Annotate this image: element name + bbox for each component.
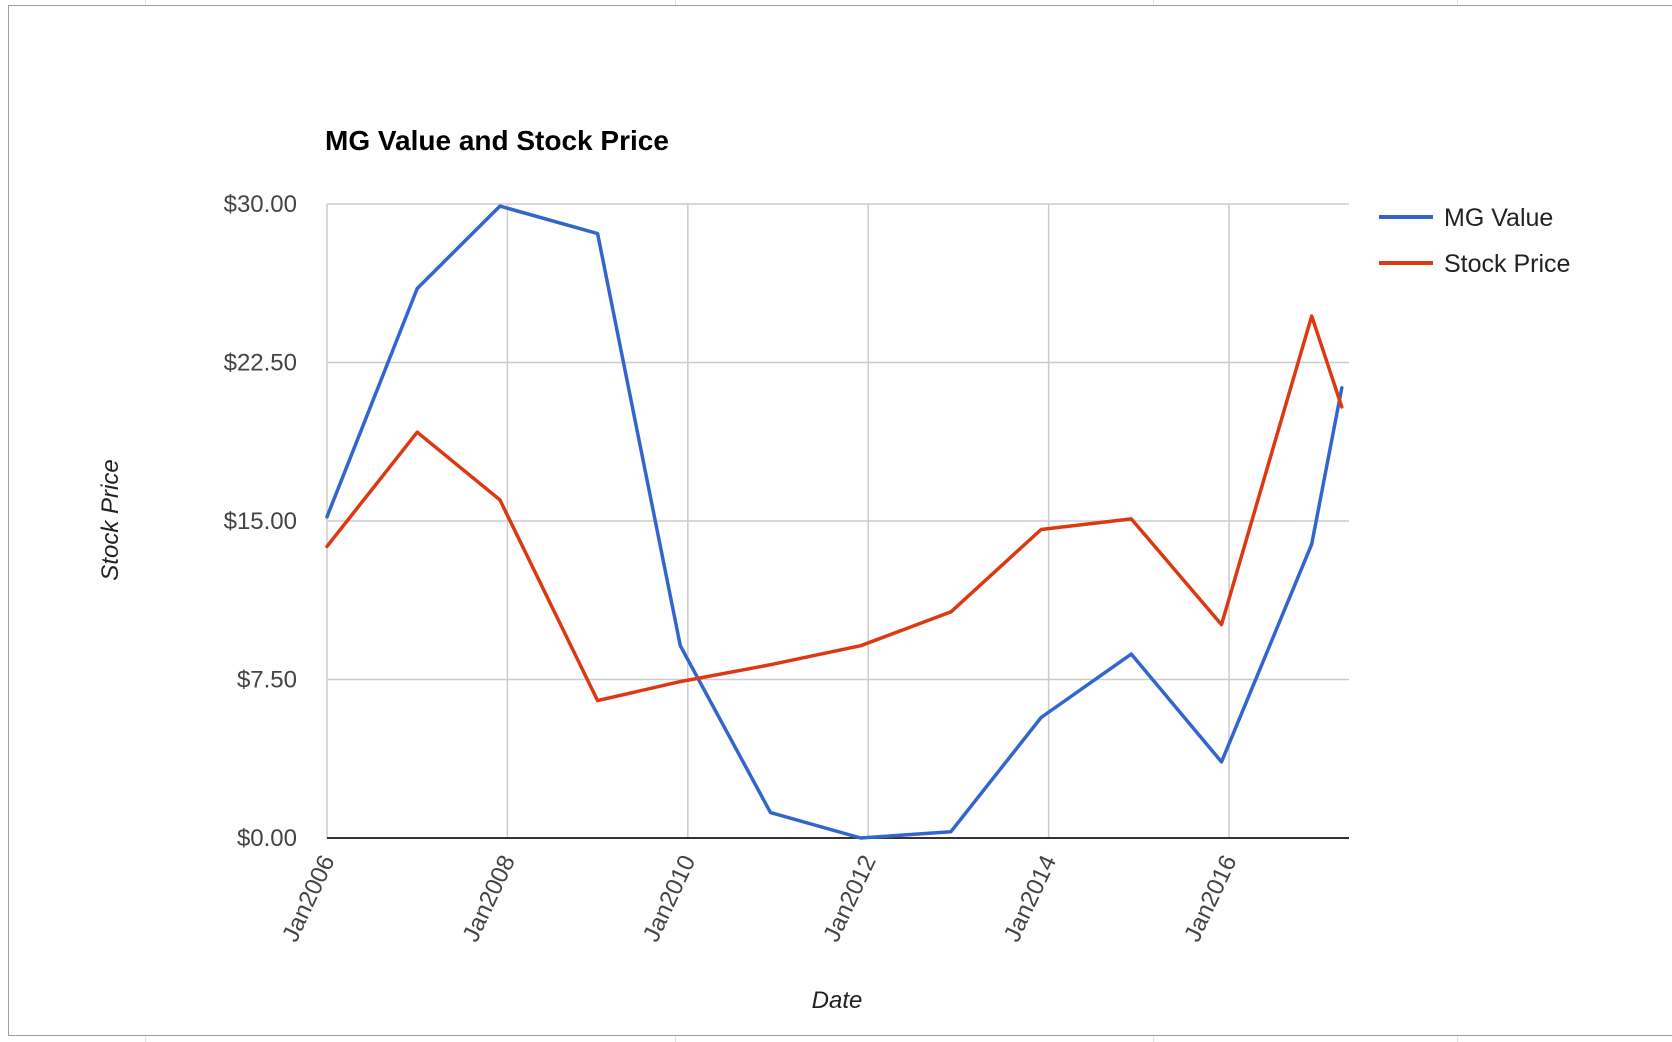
legend-label-mg-value: MG Value <box>1444 204 1553 232</box>
x-tick-label: Jan2008 <box>457 851 520 946</box>
chart-container[interactable] <box>8 5 1672 1036</box>
chart-legend[interactable]: MG Value Stock Price <box>1379 204 1570 278</box>
y-axis-title: Stock Price <box>97 459 124 580</box>
x-tick-label: Jan2006 <box>277 851 340 946</box>
x-tick-label: Jan2012 <box>818 851 881 946</box>
y-tick-label: $15.00 <box>224 508 297 535</box>
y-tick-label: $7.50 <box>237 667 297 694</box>
series-line-stock-price[interactable] <box>325 314 1344 703</box>
x-tick-label: Jan2014 <box>999 851 1062 946</box>
chart-gridlines <box>326 203 1349 838</box>
x-axis-ticks: Jan2006 Jan2008 Jan2010 Jan2012 Jan2014 Jan20… <box>277 851 1242 946</box>
chart-series <box>325 204 1344 840</box>
x-axis-title: Date <box>812 987 863 1014</box>
x-tick-label: Jan2016 <box>1179 851 1242 946</box>
x-tick-label: Jan2010 <box>638 851 701 946</box>
y-tick-label: $22.50 <box>224 350 297 377</box>
y-tick-label: $0.00 <box>237 825 297 852</box>
series-line-mg-value[interactable] <box>325 204 1344 840</box>
y-tick-label: $30.00 <box>224 191 297 218</box>
y-axis-ticks: $0.00 $7.50 $15.00 $22.50 $30.00 <box>224 191 297 852</box>
legend-label-stock-price: Stock Price <box>1444 250 1570 278</box>
chart-title: MG Value and Stock Price <box>325 125 669 156</box>
